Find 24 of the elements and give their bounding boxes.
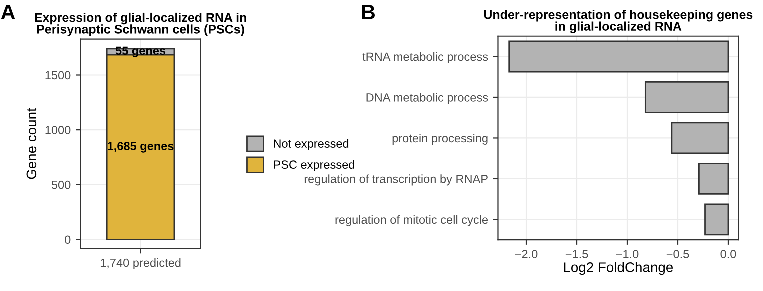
- y-tick-label: 1500: [46, 71, 71, 80]
- y-tick-label: regulation of mitotic cell cycle: [336, 215, 488, 226]
- text: B: [362, 5, 375, 20]
- x-tick-label: −1.5: [566, 250, 588, 258]
- y-tick-label: protein processing: [392, 134, 488, 145]
- text: A: [1, 5, 16, 20]
- x-axis-title: Log2 FoldChange: [564, 262, 674, 276]
- x-tick-label: 0.0: [720, 250, 736, 258]
- legend-label: PSC expressed: [274, 160, 354, 172]
- y-tick-label: DNA metabolic process: [366, 93, 488, 104]
- y-tick-label: 500: [52, 180, 71, 190]
- data-label: 1,685 genes: [108, 142, 174, 153]
- x-tick-label: −1.0: [616, 250, 639, 258]
- y-tick-label: 0: [65, 236, 71, 244]
- x-tick-label: −2.0: [515, 250, 538, 258]
- legend-label: Not expressed: [274, 139, 349, 150]
- x-tick-label: 1,740 predicted: [100, 258, 181, 270]
- chart-title: Under-representation of housekeeping genes in glial-localized RNA: [484, 10, 753, 34]
- y-axis-title: Gene count: [26, 108, 37, 180]
- y-tick-label: tRNA metabolic process: [362, 52, 488, 64]
- x-tick-label: −0.5: [666, 250, 690, 258]
- y-tick-label: regulation of transcription by RNAP: [304, 174, 488, 186]
- y-tick-label: 1000: [46, 126, 71, 134]
- chart-title: Expression of glial-localized RNA in Perisynaptic Schwann cells (PSCs): [35, 12, 246, 36]
